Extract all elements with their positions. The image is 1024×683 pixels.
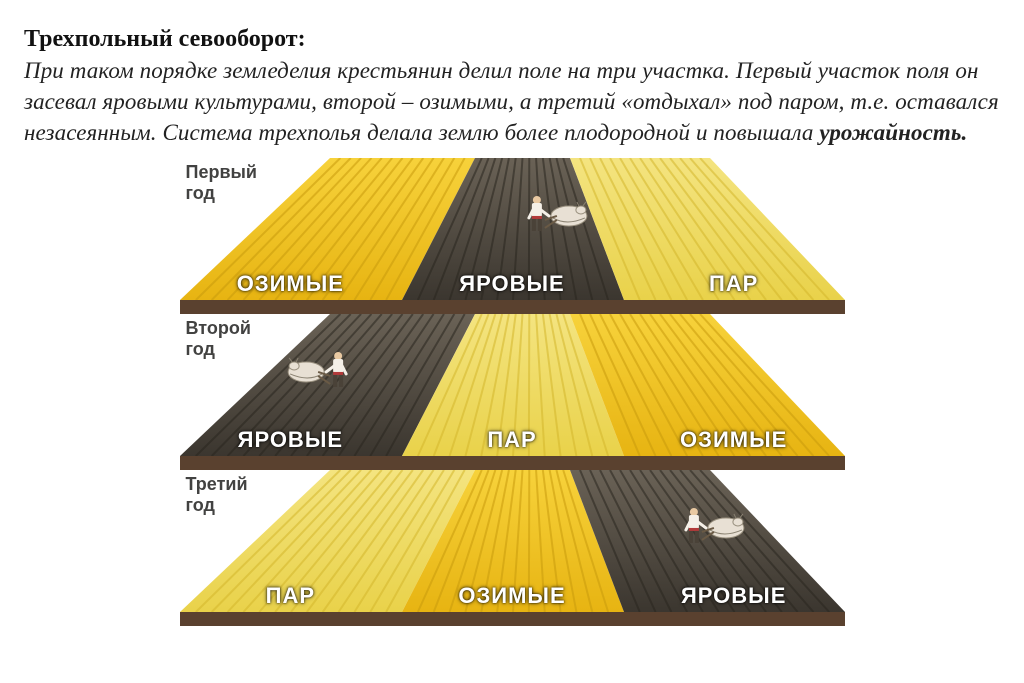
year-label: Первыйгод — [186, 162, 257, 203]
ground-strip — [180, 300, 845, 314]
crop-rotation-diagram: Первыйгод ОЗИМЫЕЯРОВЫЕПАРВторойгод — [180, 158, 845, 626]
paragraph-bold: урожайность. — [819, 120, 967, 145]
field-label: ЯРОВЫЕ — [180, 426, 402, 454]
field-labels: ПАРОЗИМЫЕЯРОВЫЕ — [180, 582, 845, 610]
field-label: ЯРОВЫЕ — [401, 270, 623, 298]
title: Трехпольный севооборот: — [24, 26, 1000, 53]
field-labels: ОЗИМЫЕЯРОВЫЕПАР — [180, 270, 845, 298]
field-label: ПАР — [623, 270, 845, 298]
field-label: ОЗИМЫЕ — [623, 426, 845, 454]
year-row: Третийгод ПАРОЗИМЫЕЯРОВЫЕ — [180, 470, 845, 626]
field-label: ОЗИМЫЕ — [180, 270, 402, 298]
field-label: ОЗИМЫЕ — [401, 582, 623, 610]
paragraph: При таком порядке земледелия крестьянин … — [24, 55, 1000, 148]
year-label: Третийгод — [186, 474, 248, 515]
ground-strip — [180, 456, 845, 470]
field-labels: ЯРОВЫЕПАРОЗИМЫЕ — [180, 426, 845, 454]
field-label: ПАР — [401, 426, 623, 454]
year-row: Второйгод ЯРОВЫЕПАРОЗИМЫЕ — [180, 314, 845, 470]
field-label: ЯРОВЫЕ — [623, 582, 845, 610]
page: Трехпольный севооборот: При таком порядк… — [0, 0, 1024, 683]
ground-strip — [180, 612, 845, 626]
year-label: Второйгод — [186, 318, 251, 359]
year-row: Первыйгод ОЗИМЫЕЯРОВЫЕПАР — [180, 158, 845, 314]
field-label: ПАР — [180, 582, 402, 610]
